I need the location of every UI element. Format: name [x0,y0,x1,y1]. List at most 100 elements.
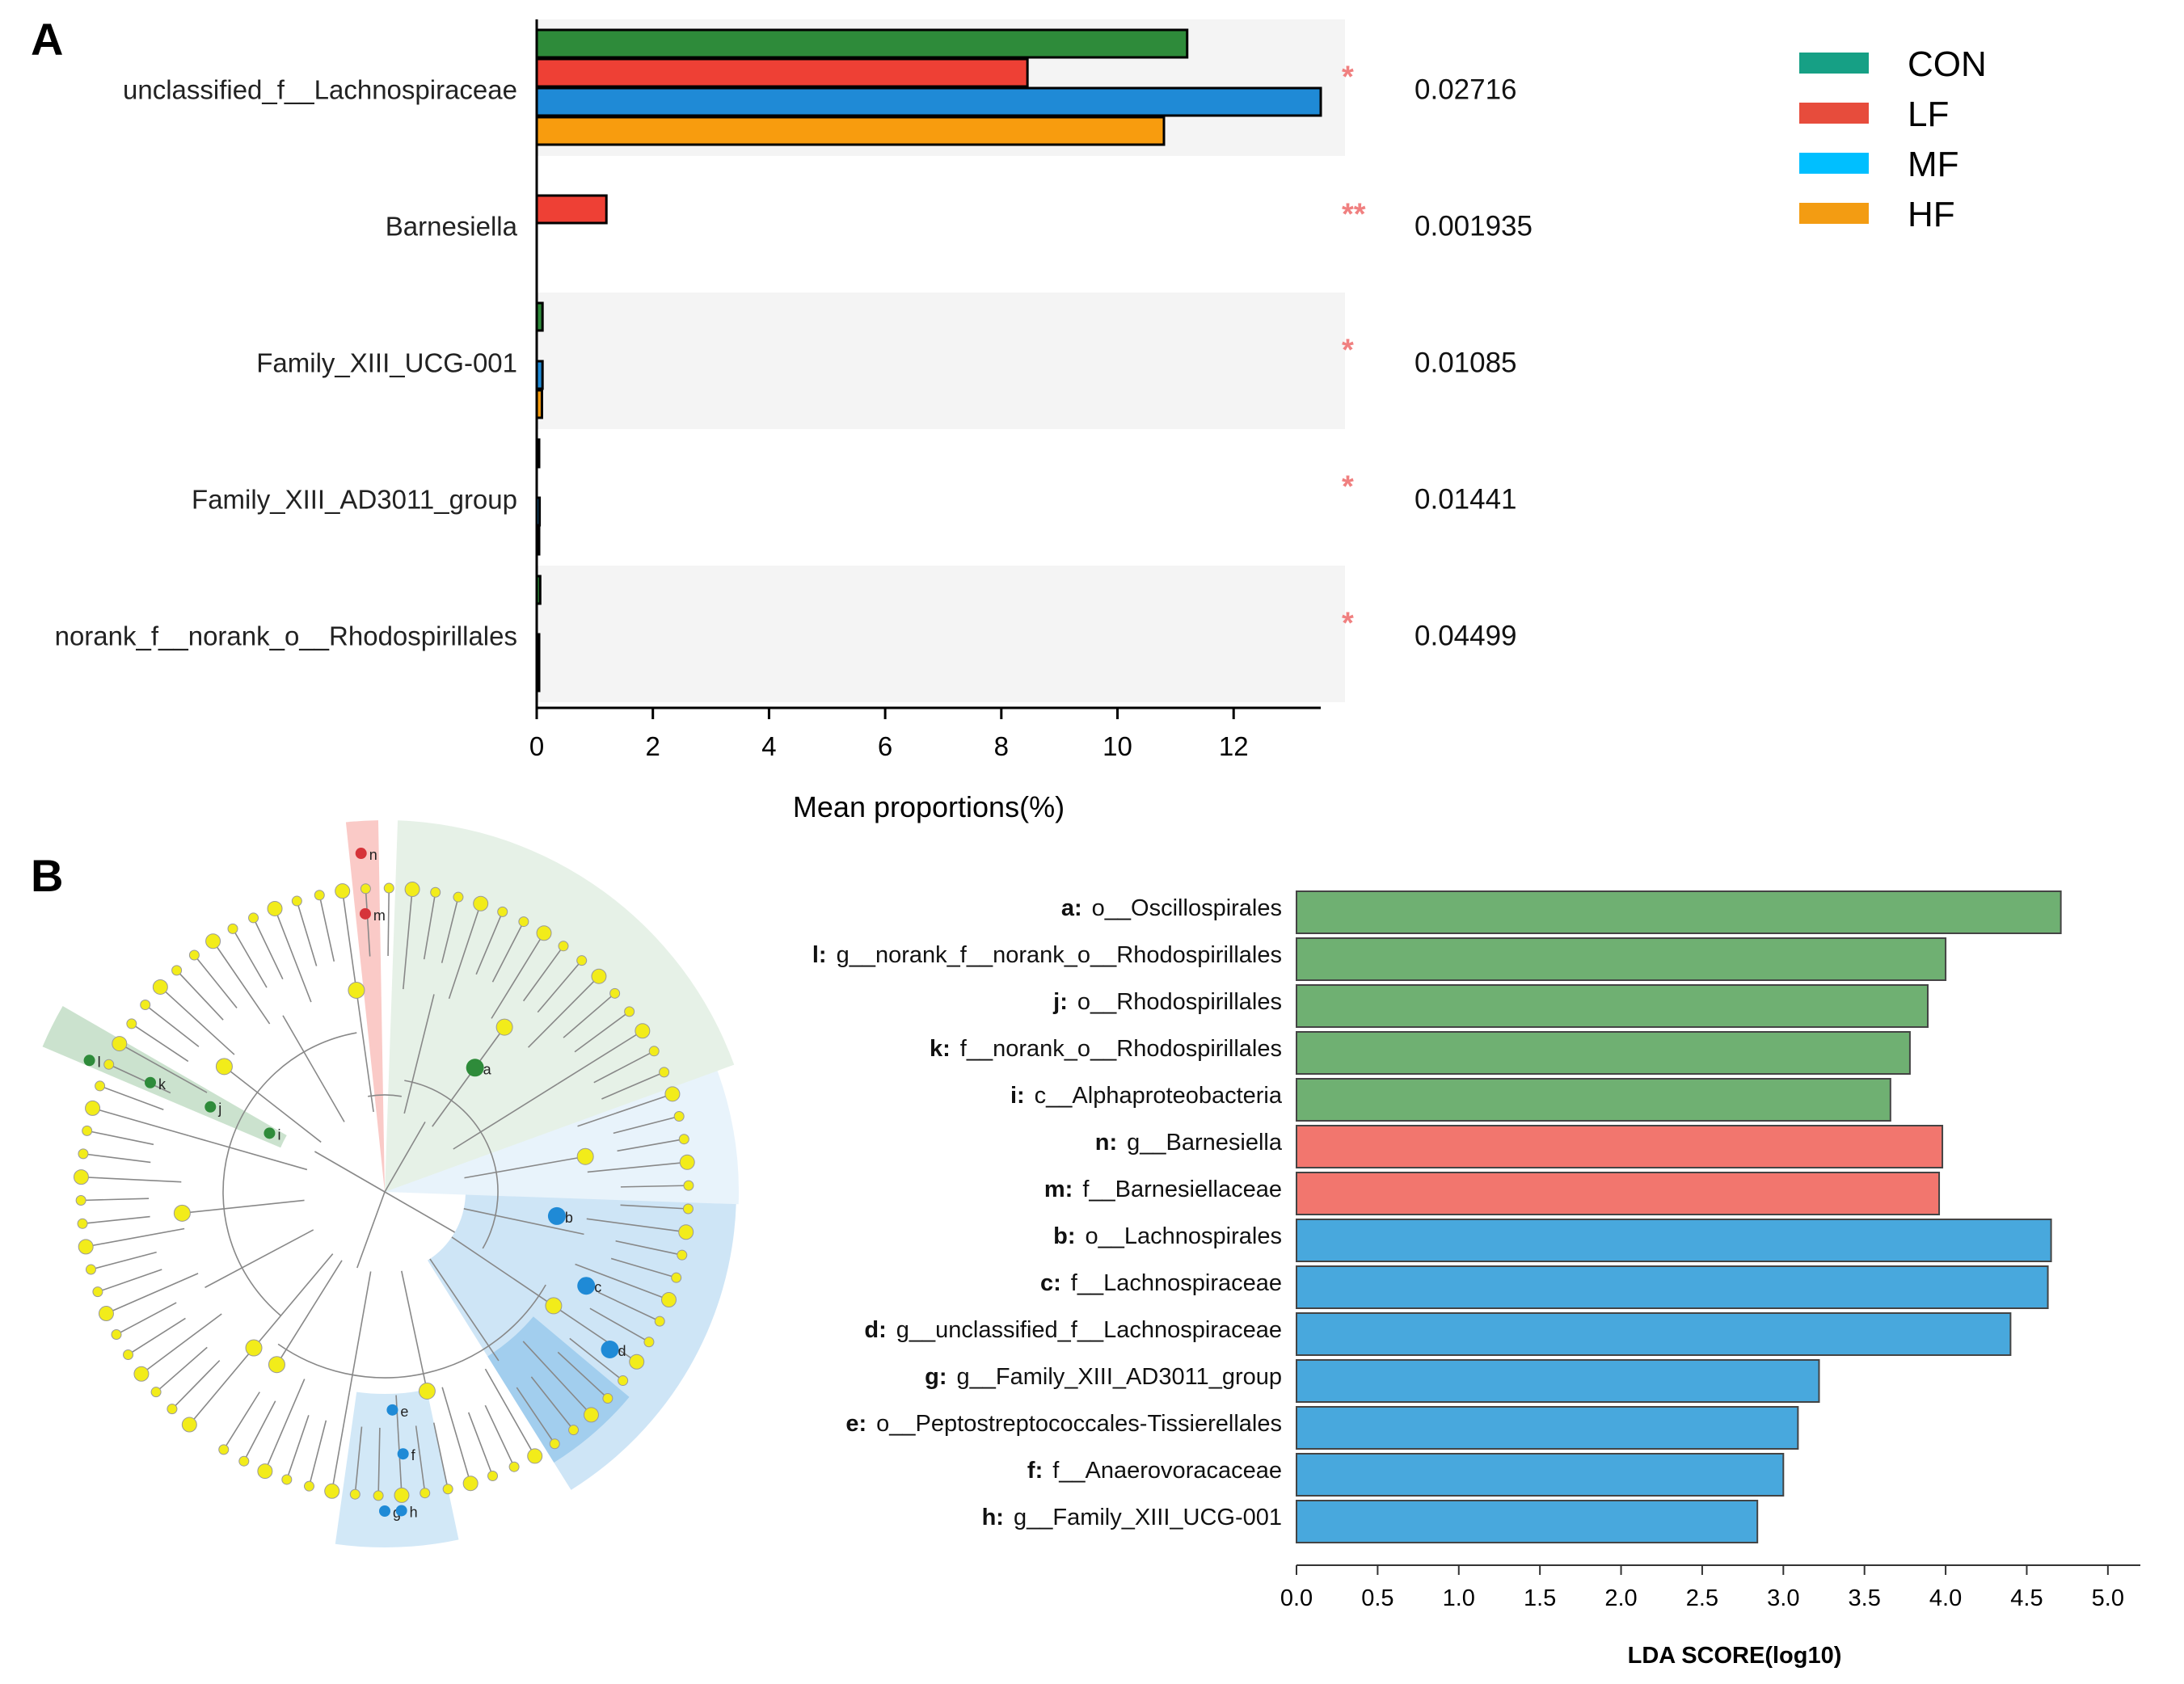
clado-branch [296,900,318,966]
clado-branch [475,911,504,975]
clado-leaf [98,1306,114,1322]
clado-branch [145,1004,200,1047]
lda-label: d: g__unclassified_f__Lachnospiraceae [864,1317,1282,1343]
biomarker-node-k [144,1076,156,1088]
x-tick-label: 5.0 [2092,1585,2124,1611]
clado-branch [448,903,482,1000]
lda-bar-mf [1296,1359,1820,1403]
clado-leaf [420,1488,431,1499]
lda-key: a: [1061,895,1082,921]
clado-branch [620,1185,689,1188]
clado-leaf [527,1448,543,1464]
clado-branch [463,1208,584,1236]
row-band [537,293,1345,429]
cladogram: abcdefghijklmn [42,820,739,1547]
lda-name: g__Barnesiella [1127,1130,1283,1156]
clado-leaf [442,1484,453,1495]
biomarker-node-f [397,1448,409,1460]
clado-leaf [518,916,529,928]
biomarker-label: i [277,1126,280,1143]
clado-leaf [77,1218,88,1229]
lda-key: f: [1027,1458,1043,1484]
clado-branch [387,888,390,957]
clado-branch [587,1161,688,1173]
clado-leaf [112,1036,128,1052]
clado-node [215,1058,233,1076]
clado-leaf [394,1487,410,1503]
p-value: 0.02716 [1415,74,1517,106]
clado-leaf [648,1046,660,1057]
clado-leaf [683,1180,694,1191]
biomarker-label: l [98,1054,101,1070]
lda-bar-mf [1296,1453,1785,1497]
clado-branch [354,1426,363,1495]
clado-branch [530,1376,575,1431]
clado-leaf [167,1404,178,1415]
clado-branch [522,1341,592,1416]
clado-leaf [188,949,200,961]
clado-leaf [303,1480,314,1492]
biomarker-node-e [386,1404,398,1416]
clado-leaf [126,1018,137,1029]
clado-branch [282,1015,345,1122]
clado-leaf [643,1337,655,1348]
clado-branch [620,1204,689,1210]
lda-label: k: f__norank_o__Rhodospirillales [930,1036,1282,1062]
lda-name: f__norank_o__Rhodospirillales [960,1036,1282,1062]
category-label: Family_XIII_UCG-001 [256,348,517,378]
biomarker-node-i [264,1127,276,1139]
lda-name: o__Oscillospirales [1092,895,1282,921]
biomarker-label: k [158,1076,167,1092]
lda-label: e: o__Peptostreptococcales-Tissierellales [845,1411,1282,1437]
bar-mf [535,86,1322,117]
lda-label: b: o__Lachnospirales [1053,1223,1282,1249]
clado-branch [467,1412,494,1476]
lda-key: d: [864,1317,886,1343]
biomarker-node-n [355,848,367,860]
clado-leaf [133,1366,150,1382]
clado-leaf [549,1438,560,1450]
lda-label: l: g__norank_f__norank_o__Rhodospirillale… [812,942,1282,968]
category-label: Family_XIII_AD3011_group [192,485,517,515]
biomarker-node-d [601,1341,619,1359]
clado-branch [484,1404,515,1467]
clado-node [245,1339,263,1357]
lda-label: j: o__Rhodospirillales [1052,989,1282,1015]
lda-label: n: g__Barnesiella [1095,1130,1283,1156]
clado-branch [86,1130,154,1146]
clado-leaf [181,1417,197,1433]
lda-key: b: [1053,1223,1075,1249]
biomarker-label: c [594,1279,601,1295]
clado-arc [222,1032,357,1316]
clado-leaf [291,895,302,907]
clado-leaf [404,882,420,898]
clado-leaf [82,1125,93,1136]
lda-name: g__unclassified_f__Lachnospiraceae [896,1317,1282,1343]
biomarker-label: d [618,1343,626,1359]
lda-name: c__Alphaproteobacteria [1035,1083,1283,1109]
p-value: 0.001935 [1415,211,1533,242]
clado-leaf [324,1483,340,1499]
biomarker-node-j [204,1101,217,1113]
clado-branch [613,1115,680,1135]
biomarker-node-l [83,1055,95,1067]
clado-branch [264,1379,306,1471]
lda-key: i: [1010,1083,1025,1109]
legend-label: CON [1908,44,1987,84]
clado-arc [277,1284,546,1379]
clado-node [418,1382,436,1400]
clado-branch [232,928,268,988]
lda-key: k: [930,1036,951,1062]
lda-bar-mf [1296,1312,2012,1356]
clado-branch [212,941,271,1025]
clade-highlight-e [335,1389,459,1547]
clado-branch [108,1063,171,1094]
clado-leaf [453,891,464,903]
clado-leaf [171,965,183,976]
x-tick-label: 12 [1219,731,1249,761]
clado-leaf [558,941,569,952]
lda-key: m: [1044,1177,1073,1202]
panel-label-b: B [31,850,63,901]
x-axis-title: Mean proportions(%) [793,790,1065,823]
biomarker-label: h [410,1504,418,1520]
